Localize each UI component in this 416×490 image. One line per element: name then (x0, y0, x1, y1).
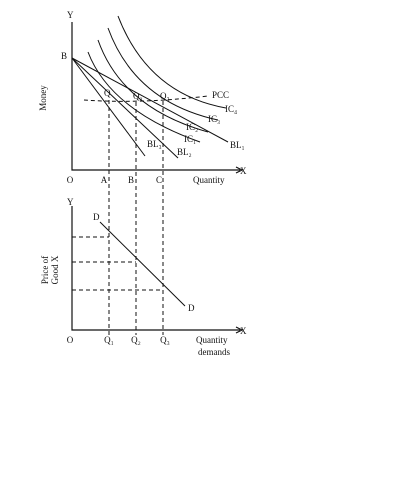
curve-label: IC₃ (208, 114, 220, 124)
budget-line (71, 57, 229, 143)
budget-line (71, 57, 179, 159)
axes (71, 22, 240, 171)
x-label: Quantity (193, 175, 225, 185)
axes (71, 206, 240, 331)
x-point: Q₃ (160, 335, 170, 345)
equilibrium: Q₃ (160, 91, 170, 101)
budget-label: BL₃ (147, 139, 162, 149)
y-axis-label: Y (67, 10, 74, 20)
y-label: Price of (40, 256, 50, 284)
curve-label: IC₁ (184, 134, 196, 144)
y-label: Good X (50, 255, 60, 284)
budget-label: BL₁ (230, 140, 245, 150)
x-point: A (101, 175, 108, 185)
x-point: B (128, 175, 134, 185)
y-axis-label: Y (67, 197, 74, 207)
x-axis-label: X (240, 326, 247, 336)
indifference-curve (117, 15, 227, 109)
bottom-panel: Y D D Price of Good X O Q₁ Q₂ Q₃ Quantit… (40, 197, 247, 357)
top-panel: Y B Money O A B C Quantity X Q Q₂ Q₃ PCC… (38, 10, 247, 335)
arrow (235, 166, 244, 174)
equilibrium: Q (104, 88, 111, 98)
guide-lines (72, 236, 163, 291)
y-label: Money (38, 85, 48, 111)
x-axis-label: X (240, 166, 247, 176)
x-point: C (156, 175, 162, 185)
origin: O (67, 335, 74, 345)
demand-curve (99, 221, 186, 307)
equilibrium: Q₂ (133, 91, 143, 101)
curve-label: IC₄ (225, 104, 237, 114)
demand-label: D (93, 212, 100, 222)
x-point: Q₂ (131, 335, 141, 345)
x-point: Q₁ (104, 335, 114, 345)
origin: O (67, 175, 74, 185)
x-label: demands (198, 347, 230, 357)
indifference-curve (87, 51, 201, 143)
curve-label: IC₂ (186, 122, 198, 132)
pcc-curve (83, 95, 209, 102)
pcc-label: PCC (212, 90, 229, 100)
guide-lines (108, 100, 164, 335)
demand-label: D (188, 303, 195, 313)
budget-label: BL₂ (177, 147, 192, 157)
point-label: B (61, 51, 67, 61)
x-label: Quantity (196, 335, 228, 345)
indifference-curve (107, 27, 219, 121)
arrow (235, 326, 244, 334)
indifference-curve (97, 39, 209, 133)
